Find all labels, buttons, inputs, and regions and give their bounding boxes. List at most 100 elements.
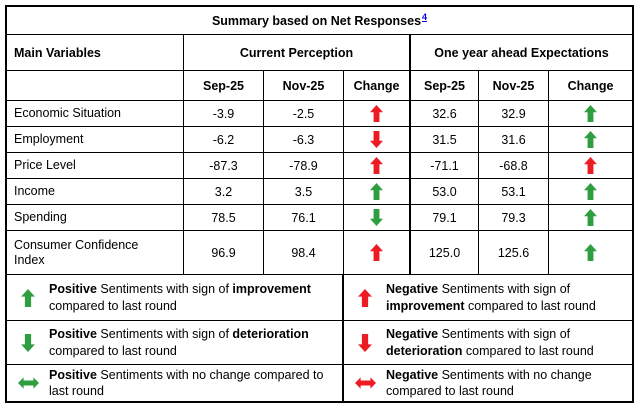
- legend-text: Positive Sentiments with sign of improve…: [49, 282, 311, 313]
- change-arrow-icon: [370, 209, 383, 226]
- legend-text: Negative Sentiments with no change compa…: [386, 367, 592, 398]
- legend-text: Positive Sentiments with no change compa…: [49, 367, 324, 398]
- ex-nov25-value: 125.6: [479, 231, 549, 275]
- variable-label: Consumer Confidence Index: [7, 231, 184, 275]
- table-row: Income 3.2 3.5 53.0 53.1: [7, 179, 632, 205]
- col-header-cp-sep25: Sep-25: [184, 71, 264, 101]
- cp-change-cell: [344, 205, 411, 231]
- table-row: Spending 78.5 76.1 79.1 79.3: [7, 205, 632, 231]
- col-header-cp-change: Change: [344, 71, 411, 101]
- cp-nov25-value: -6.3: [264, 127, 344, 153]
- cp-sep25-value: -3.9: [184, 101, 264, 127]
- ex-change-cell: [549, 205, 632, 231]
- change-arrow-icon: [584, 183, 597, 200]
- table-title-text: Summary based on Net Responses: [211, 13, 422, 28]
- variable-label: Employment: [7, 127, 184, 153]
- cp-nov25-value: 98.4: [264, 231, 344, 275]
- cp-sep25-value: -87.3: [184, 153, 264, 179]
- change-arrow-icon: [370, 157, 383, 174]
- ex-sep25-value: 53.0: [411, 179, 479, 205]
- change-arrow-icon: [370, 183, 383, 200]
- legend-arrow-icon: [21, 334, 35, 352]
- cp-nov25-value: -78.9: [264, 153, 344, 179]
- col-header-current-perception: Current Perception: [184, 35, 411, 71]
- footnote-ref-link[interactable]: 4: [422, 11, 428, 22]
- ex-change-cell: [549, 153, 632, 179]
- legend-text: Negative Sentiments with sign of improve…: [386, 282, 596, 313]
- legend-arrow-cell: [7, 377, 49, 389]
- legend-row: Positive Sentiments with sign of improve…: [7, 275, 632, 321]
- col-header-one-year-ahead: One year ahead Expectations: [411, 35, 632, 71]
- change-arrow-icon: [584, 131, 597, 148]
- table-row: Consumer Confidence Index 96.9 98.4 125.…: [7, 231, 632, 275]
- legend-item: Negative Sentiments with sign of deterio…: [344, 321, 632, 365]
- legend-item: Positive Sentiments with sign of improve…: [7, 275, 344, 321]
- col-header-ex-change: Change: [549, 71, 632, 101]
- ex-change-cell: [549, 231, 632, 275]
- ex-change-cell: [549, 127, 632, 153]
- change-arrow-icon: [370, 131, 383, 148]
- cp-sep25-value: -6.2: [184, 127, 264, 153]
- ex-sep25-value: 79.1: [411, 205, 479, 231]
- change-arrow-icon: [370, 244, 383, 261]
- cp-change-cell: [344, 231, 411, 275]
- legend-arrow-cell: [7, 289, 49, 307]
- ex-sep25-value: 125.0: [411, 231, 479, 275]
- table-row: Price Level -87.3 -78.9 -71.1 -68.8: [7, 153, 632, 179]
- legend-arrow-icon: [21, 289, 35, 307]
- variable-label: Spending: [7, 205, 184, 231]
- legend-row: Positive Sentiments with no change compa…: [7, 365, 632, 401]
- cp-change-cell: [344, 101, 411, 127]
- legend-text: Negative Sentiments with sign of deterio…: [386, 327, 594, 358]
- change-arrow-icon: [584, 244, 597, 261]
- legend-item: Positive Sentiments with sign of deterio…: [7, 321, 344, 365]
- legend-item: Positive Sentiments with no change compa…: [7, 365, 344, 401]
- cp-change-cell: [344, 153, 411, 179]
- change-arrow-icon: [584, 105, 597, 122]
- ex-sep25-value: 32.6: [411, 101, 479, 127]
- change-arrow-icon: [370, 105, 383, 122]
- cp-sep25-value: 3.2: [184, 179, 264, 205]
- sub-header-row: Sep-25 Nov-25 Change Sep-25 Nov-25 Chang…: [7, 71, 632, 101]
- col-header-ex-sep25: Sep-25: [411, 71, 479, 101]
- group-header-row: Main Variables Current Perception One ye…: [7, 35, 632, 71]
- legend-arrow-cell: [344, 289, 386, 307]
- change-arrow-icon: [584, 209, 597, 226]
- title-row: Summary based on Net Responses 4: [7, 7, 632, 35]
- variable-label: Price Level: [7, 153, 184, 179]
- table-row: Economic Situation -3.9 -2.5 32.6 32.9: [7, 101, 632, 127]
- col-header-cp-nov25: Nov-25: [264, 71, 344, 101]
- variable-label: Income: [7, 179, 184, 205]
- legend-row: Positive Sentiments with sign of deterio…: [7, 321, 632, 365]
- empty-header-cell: [7, 71, 184, 101]
- legend-arrow-icon: [358, 289, 372, 307]
- cp-nov25-value: -2.5: [264, 101, 344, 127]
- cp-nov25-value: 76.1: [264, 205, 344, 231]
- legend-arrow-icon: [355, 377, 376, 389]
- legend-arrow-cell: [7, 334, 49, 352]
- ex-nov25-value: 53.1: [479, 179, 549, 205]
- cp-change-cell: [344, 179, 411, 205]
- table-row: Employment -6.2 -6.3 31.5 31.6: [7, 127, 632, 153]
- ex-nov25-value: 31.6: [479, 127, 549, 153]
- legend-item: Negative Sentiments with sign of improve…: [344, 275, 632, 321]
- col-header-main-variables: Main Variables: [7, 35, 184, 71]
- ex-sep25-value: 31.5: [411, 127, 479, 153]
- legend-arrow-cell: [344, 377, 386, 389]
- ex-sep25-value: -71.1: [411, 153, 479, 179]
- legend-arrow-icon: [18, 377, 39, 389]
- ex-change-cell: [549, 179, 632, 205]
- cp-nov25-value: 3.5: [264, 179, 344, 205]
- legend-text: Positive Sentiments with sign of deterio…: [49, 327, 309, 358]
- col-header-ex-nov25: Nov-25: [479, 71, 549, 101]
- ex-change-cell: [549, 101, 632, 127]
- cp-sep25-value: 96.9: [184, 231, 264, 275]
- cp-change-cell: [344, 127, 411, 153]
- ex-nov25-value: 32.9: [479, 101, 549, 127]
- summary-table: Summary based on Net Responses 4 Main Var…: [5, 5, 634, 403]
- ex-nov25-value: -68.8: [479, 153, 549, 179]
- legend-item: Negative Sentiments with no change compa…: [344, 365, 632, 401]
- variable-label: Economic Situation: [7, 101, 184, 127]
- change-arrow-icon: [584, 157, 597, 174]
